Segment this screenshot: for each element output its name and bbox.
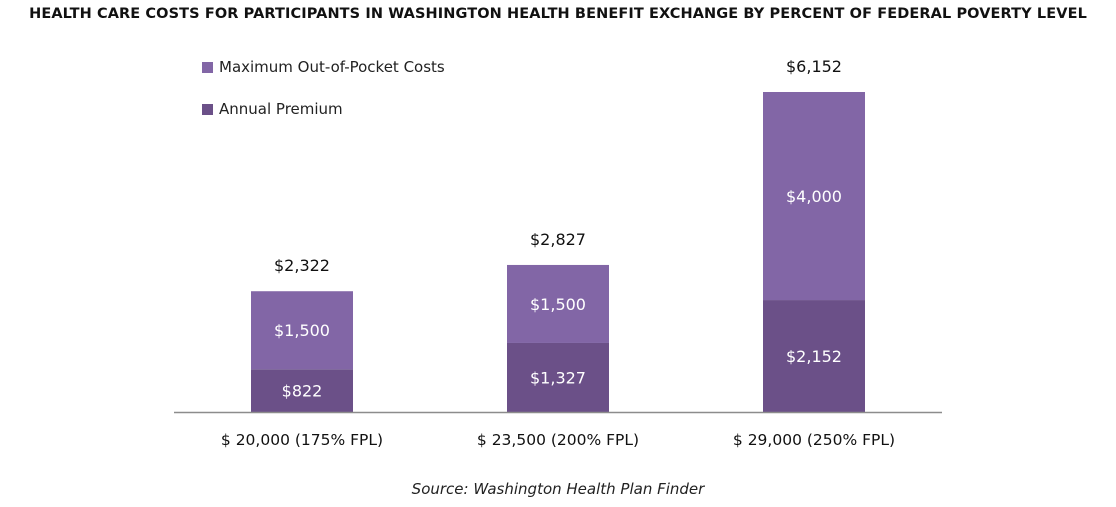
legend-item-max-oop: Maximum Out-of-Pocket Costs (202, 58, 445, 76)
bar-segment-annual-premium-2 (507, 342, 609, 412)
segment-label-max-oop-3: $4,000 (786, 187, 842, 206)
total-label-3: $6,152 (786, 57, 842, 76)
chart-legend: Maximum Out-of-Pocket Costs Annual Premi… (202, 58, 445, 142)
x-tick-label-1: $ 20,000 (175% FPL) (221, 431, 383, 449)
total-label-2: $2,827 (530, 230, 586, 249)
bar-segment-max-oop-2 (507, 264, 609, 343)
chart-source: Source: Washington Health Plan Finder (411, 480, 705, 498)
segment-label-max-oop-2: $1,500 (530, 295, 586, 314)
x-tick-label-2: $ 23,500 (200% FPL) (477, 431, 639, 449)
segment-label-max-oop-1: $1,500 (274, 321, 330, 340)
legend-swatch-max-oop (202, 61, 213, 73)
bar-segment-max-oop-1 (251, 291, 353, 370)
legend-swatch-annual-premium (202, 103, 213, 115)
bar-segment-annual-premium-3 (763, 300, 865, 412)
chart-title: HEALTH CARE COSTS FOR PARTICIPANTS IN WA… (29, 6, 1087, 22)
total-label-1: $2,322 (274, 256, 330, 275)
segment-label-annual-premium-1: $822 (282, 382, 323, 401)
legend-label-annual-premium: Annual Premium (219, 100, 343, 118)
segment-label-annual-premium-3: $2,152 (786, 347, 842, 366)
x-tick-label-3: $ 29,000 (250% FPL) (733, 431, 895, 449)
legend-label-max-oop: Maximum Out-of-Pocket Costs (219, 58, 445, 76)
bar-segment-max-oop-3 (763, 92, 865, 301)
bar-segment-annual-premium-1 (251, 369, 353, 412)
segment-label-annual-premium-2: $1,327 (530, 368, 586, 387)
legend-item-annual-premium: Annual Premium (202, 100, 445, 118)
